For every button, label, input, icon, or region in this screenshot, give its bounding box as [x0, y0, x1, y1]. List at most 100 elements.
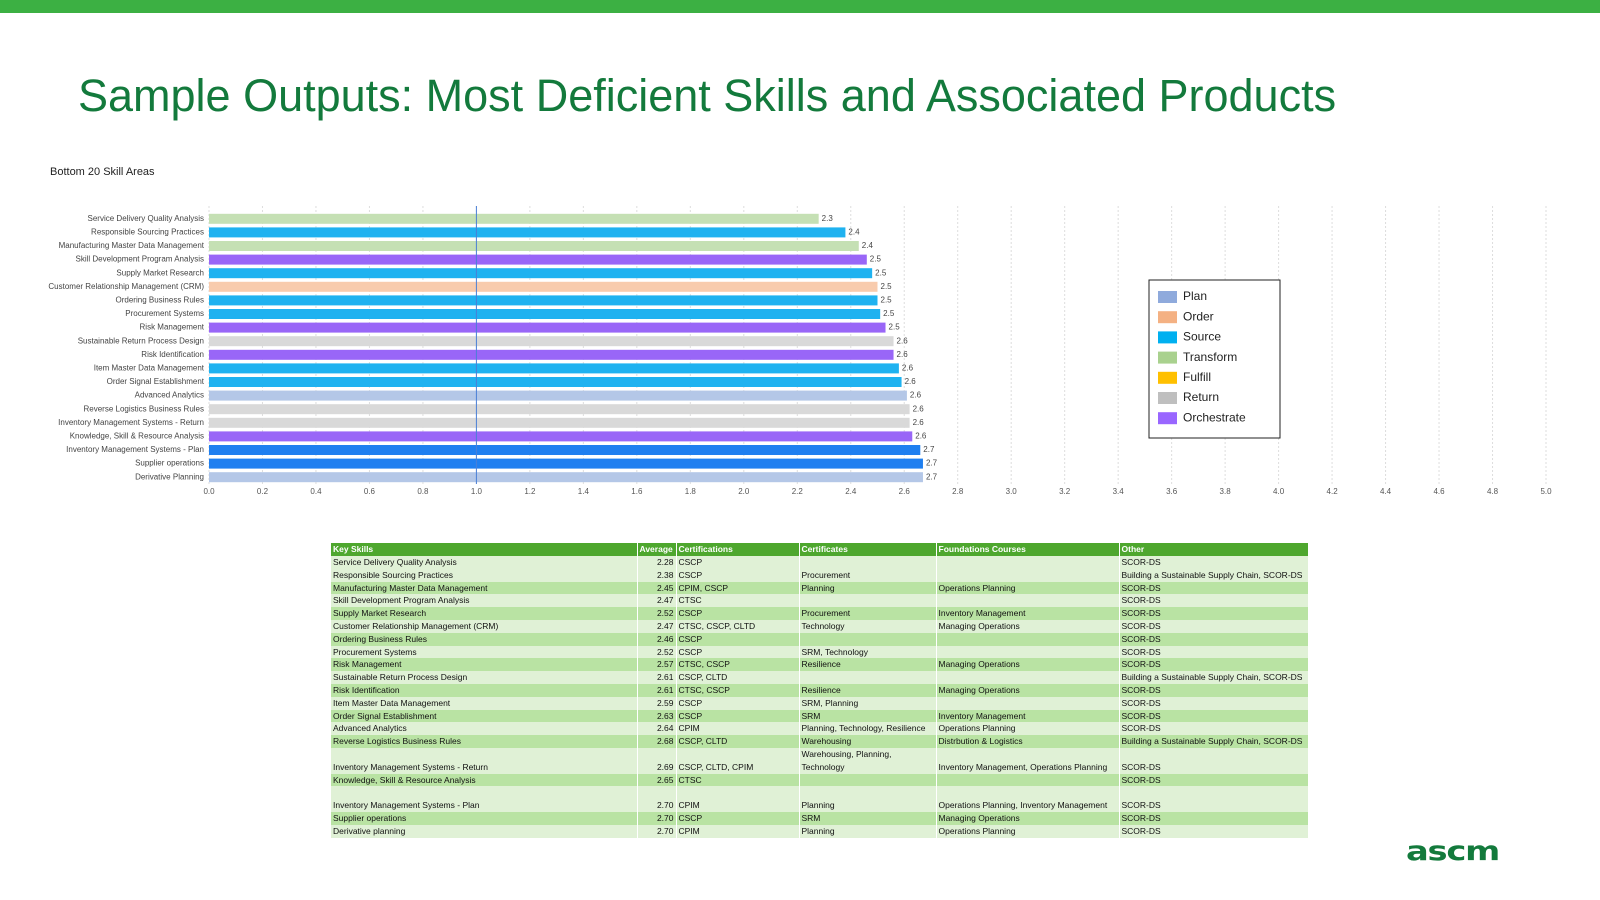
table-cell: Service Delivery Quality Analysis — [331, 556, 638, 569]
table-cell: CTSC, CSCP, CLTD — [676, 619, 800, 633]
y-tick-label: Advanced Analytics — [135, 391, 204, 400]
table-cell — [799, 556, 937, 569]
value-label: 2.6 — [905, 377, 917, 386]
table-row: Risk Identification 2.61 CTSC, CSCP Resilie… — [331, 683, 1309, 697]
table-cell: Managing Operations — [936, 658, 1120, 672]
x-tick-label: 1.8 — [685, 487, 697, 496]
table-cell: SCOR-DS — [1119, 722, 1309, 736]
y-tick-label: Service Delivery Quality Analysis — [88, 214, 204, 223]
y-tick-label: Manufacturing Master Data Management — [59, 241, 205, 250]
value-label: 2.3 — [822, 214, 834, 223]
value-label: 2.4 — [848, 228, 860, 237]
table-cell: CSCP, CLTD — [676, 671, 800, 684]
table-cell: 2.59 — [637, 696, 677, 710]
value-label: 2.5 — [881, 282, 893, 291]
table-cell: Knowledge, Skill & Resource Analysis — [331, 773, 638, 787]
legend-swatch — [1158, 392, 1177, 404]
table-row: Manufacturing Master Data Management 2.45… — [331, 581, 1309, 595]
x-tick-label: 3.2 — [1059, 487, 1071, 496]
x-tick-label: 3.4 — [1113, 487, 1125, 496]
legend-label: Order — [1183, 309, 1214, 323]
bar — [209, 349, 894, 360]
legend-label: Source — [1183, 330, 1221, 344]
x-tick-label: 4.6 — [1433, 487, 1445, 496]
chart: Bottom 20 Skill Areas 0.0 0.2 0.4 0.6 0.8 1.0… — [48, 166, 1552, 496]
table-row: Inventory Management Systems - Plan 2.70 C… — [331, 786, 1309, 812]
x-tick-label: 2.8 — [952, 487, 964, 496]
table-cell: SCOR-DS — [1119, 811, 1309, 825]
table-cell: Planning — [799, 581, 937, 595]
legend-label: Plan — [1183, 289, 1207, 303]
table-cell: CSCP — [676, 811, 800, 825]
bar — [209, 295, 878, 306]
table-cell: Supplier operations — [331, 811, 638, 825]
x-tick-label: 2.2 — [792, 487, 804, 496]
y-tick-label: Ordering Business Rules — [116, 296, 204, 305]
x-tick-label: 3.0 — [1006, 487, 1018, 496]
value-label: 2.7 — [926, 472, 938, 481]
table-cell: Building a Sustainable Supply Chain, SCO… — [1119, 735, 1309, 748]
y-tick-label: Risk Identification — [141, 350, 204, 359]
legend-label: Orchestrate — [1183, 410, 1246, 424]
table-cell: CTSC, CSCP — [676, 658, 800, 672]
table-cell: Supply Market Research — [331, 607, 638, 620]
table-cell: Order Signal Establishment — [331, 709, 638, 723]
table-cell: SCOR-DS — [1119, 632, 1309, 646]
legend-swatch — [1158, 291, 1177, 303]
legend-swatch — [1158, 371, 1177, 384]
value-label: 2.7 — [926, 459, 938, 468]
y-tick-label: Reverse Logistics Business Rules — [84, 404, 205, 413]
legend-label: Return — [1183, 390, 1219, 404]
table-cell: Inventory Management Systems - Plan — [331, 786, 638, 812]
table-cell: 2.70 — [637, 824, 677, 838]
column-header: Certificates — [799, 543, 937, 556]
table-cell: 2.57 — [637, 658, 677, 672]
table-row: Knowledge, Skill & Resource Analysis 2.65… — [331, 773, 1309, 787]
table-cell: Resilience — [799, 683, 937, 697]
table-cell: CSCP — [676, 568, 800, 582]
table-row: Order Signal Establishment 2.63 CSCP SRM Inv… — [331, 709, 1309, 723]
bar — [209, 254, 867, 265]
table-row: Responsible Sourcing Practices 2.38 CSCP Pr… — [331, 568, 1309, 582]
x-tick-label: 2.4 — [845, 487, 857, 496]
x-tick-label: 0.2 — [257, 487, 269, 496]
x-tick-label: 1.0 — [471, 487, 483, 496]
table-cell: 2.64 — [637, 722, 677, 736]
column-header: Average — [637, 543, 677, 556]
bar — [209, 363, 899, 374]
value-label: 2.6 — [913, 404, 925, 413]
x-tick-label: 1.4 — [578, 487, 590, 496]
skills-table: Key Skills Average Certifications Certifica… — [331, 543, 1309, 838]
bar — [209, 377, 902, 387]
table-cell: SRM, Technology — [799, 645, 937, 659]
table-cell: SCOR-DS — [1119, 824, 1309, 838]
table-cell: 2.52 — [637, 645, 677, 659]
table-row: Skill Development Program Analysis 2.47 CT… — [331, 594, 1309, 608]
value-label: 2.5 — [870, 255, 882, 264]
table-cell: Skill Development Program Analysis — [331, 594, 638, 608]
table-cell: 2.69 — [637, 747, 677, 774]
table-cell: SCOR-DS — [1119, 747, 1309, 774]
table-cell: 2.46 — [637, 632, 677, 646]
x-tick-label: 0.4 — [310, 487, 322, 496]
table-cell: 2.38 — [637, 568, 677, 582]
table-cell: Reverse Logistics Business Rules — [331, 735, 638, 748]
y-tick-label: Procurement Systems — [125, 309, 204, 318]
y-tick-label: Inventory Management Systems - Plan — [66, 445, 204, 454]
table-cell: Derivative planning — [331, 824, 638, 838]
table-cell: Procurement Systems — [331, 645, 638, 659]
table-cell: CTSC — [676, 773, 800, 787]
table-cell: CSCP — [676, 709, 800, 723]
bar — [209, 336, 894, 347]
table-cell: Distrbution & Logistics — [936, 735, 1120, 748]
value-label: 2.6 — [910, 391, 922, 400]
table-cell: Procurement — [799, 568, 937, 582]
table-cell: Planning — [799, 824, 937, 838]
table-row: Customer Relationship Management (CRM) 2.… — [331, 619, 1309, 633]
table-row: Supplier operations 2.70 CSCP SRM Managing O… — [331, 811, 1309, 825]
y-tick-label: Responsible Sourcing Practices — [91, 228, 204, 237]
table-cell: Risk Management — [331, 658, 638, 672]
x-tick-label: 2.6 — [899, 487, 911, 496]
bar — [209, 472, 923, 483]
table-cell: Operations Planning — [936, 824, 1120, 838]
